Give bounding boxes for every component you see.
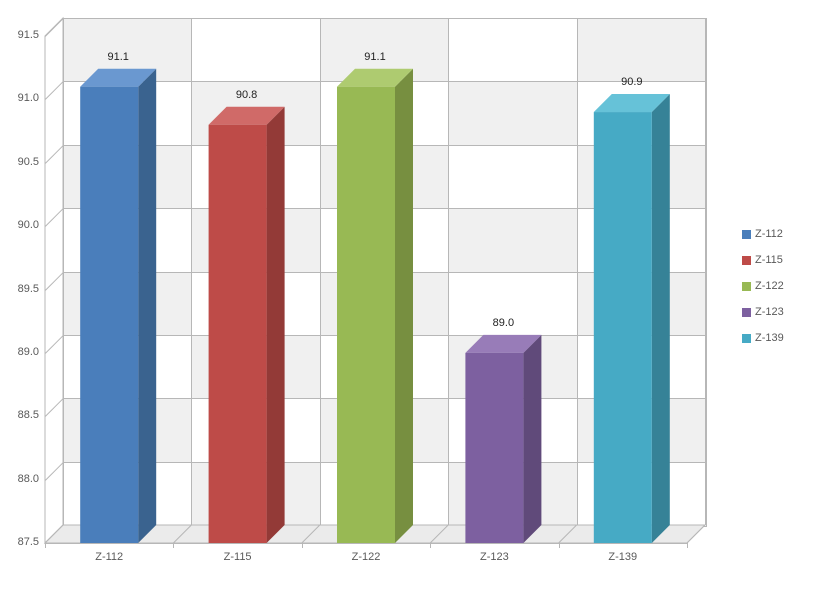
legend-swatch — [742, 282, 751, 291]
legend-swatch — [742, 334, 751, 343]
legend-label: Z-112 — [755, 228, 783, 240]
x-tick — [559, 543, 560, 548]
x-tick — [173, 543, 174, 548]
legend-item: Z-123 — [742, 306, 784, 318]
legend-swatch — [742, 308, 751, 317]
legend-label: Z-139 — [755, 332, 784, 344]
legend: Z-112 Z-115 Z-122 Z-123 Z-139 — [742, 228, 784, 358]
legend-swatch — [742, 230, 751, 239]
bar-chart: 87.588.088.589.089.590.090.591.091.591.1… — [0, 0, 820, 595]
legend-label: Z-115 — [755, 254, 783, 266]
x-tick — [687, 543, 688, 548]
bar-side — [138, 69, 156, 543]
legend-swatch — [742, 256, 751, 265]
legend-item: Z-122 — [742, 280, 784, 292]
bars-layer — [0, 0, 820, 595]
bar-front — [80, 87, 138, 543]
bar-Z-122 — [337, 69, 413, 543]
x-tick — [430, 543, 431, 548]
legend-item: Z-115 — [742, 254, 784, 266]
legend-item: Z-139 — [742, 332, 784, 344]
bar-front — [465, 353, 523, 543]
bar-Z-139 — [594, 94, 670, 543]
bar-side — [652, 94, 670, 543]
x-tick — [302, 543, 303, 548]
front-baseline — [45, 543, 687, 544]
legend-label: Z-122 — [755, 280, 784, 292]
bar-Z-115 — [209, 107, 285, 543]
bar-side — [267, 107, 285, 543]
bar-side — [395, 69, 413, 543]
bar-Z-112 — [80, 69, 156, 543]
bar-front — [209, 125, 267, 543]
x-tick — [45, 543, 46, 548]
bar-side — [523, 335, 541, 543]
bar-front — [594, 112, 652, 543]
bar-Z-123 — [465, 335, 541, 543]
legend-item: Z-112 — [742, 228, 784, 240]
bar-front — [337, 87, 395, 543]
legend-label: Z-123 — [755, 306, 784, 318]
